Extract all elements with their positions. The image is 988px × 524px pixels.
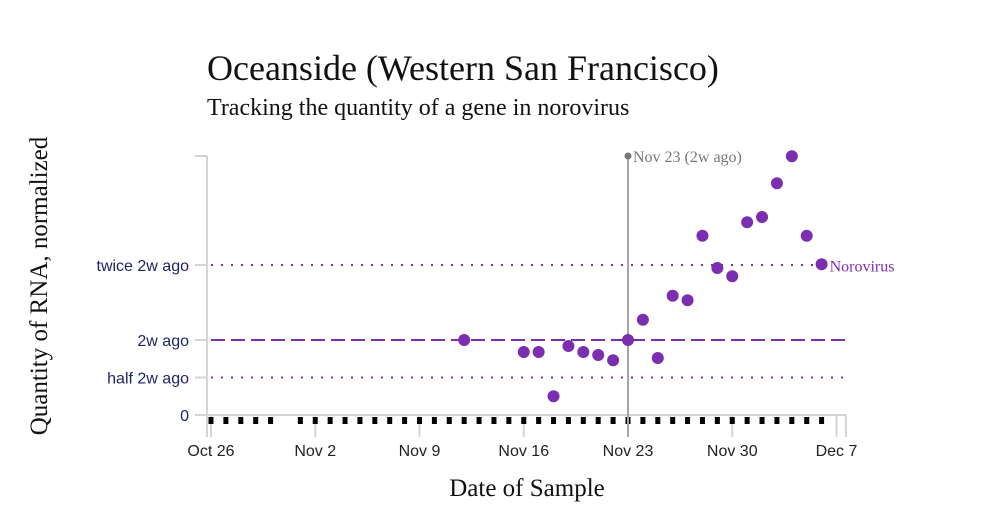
sample-marker xyxy=(506,417,512,424)
sample-marker xyxy=(774,417,780,424)
sample-marker xyxy=(357,417,363,424)
sample-marker xyxy=(536,417,542,424)
sample-marker xyxy=(208,417,214,424)
data-point xyxy=(785,150,798,163)
sample-marker xyxy=(670,417,676,424)
sample-marker xyxy=(759,417,765,424)
x-tick-label: Nov 30 xyxy=(707,443,758,460)
sample-marker xyxy=(655,417,661,424)
data-point xyxy=(666,289,679,302)
data-point xyxy=(711,262,724,274)
sample-marker xyxy=(744,417,750,424)
x-tick-label: Dec 7 xyxy=(816,443,858,460)
sample-marker xyxy=(580,417,586,424)
sample-marker xyxy=(819,417,825,424)
sample-marker xyxy=(729,417,735,424)
data-point xyxy=(756,211,769,223)
data-point xyxy=(607,354,620,367)
sample-marker xyxy=(714,417,720,424)
y-axis-title: Quantity of RNA, normalized xyxy=(26,136,53,435)
data-point xyxy=(770,177,783,190)
sample-marker xyxy=(223,417,229,424)
sample-marker xyxy=(312,417,318,424)
axes: 0 half 2w ago 2w ago twice 2w ago Oct 26 Nov … xyxy=(97,155,858,460)
chart-title: Oceanside (Western San Francisco) xyxy=(207,48,719,88)
sample-marker xyxy=(402,417,408,424)
data-point xyxy=(815,258,828,271)
data-point xyxy=(651,352,664,364)
data-point xyxy=(681,294,694,307)
x-tick-label: Nov 9 xyxy=(399,443,441,460)
sample-marker xyxy=(327,417,333,424)
x-tick-label: Nov 23 xyxy=(603,443,654,460)
y-tick-label: 0 xyxy=(180,408,189,425)
y-tick-label: twice 2w ago xyxy=(97,258,190,275)
data-point xyxy=(622,334,634,346)
sample-marker xyxy=(565,417,571,424)
sample-marker xyxy=(268,417,274,424)
data-point xyxy=(726,270,739,283)
x-tick-label: Nov 2 xyxy=(294,443,336,460)
data-point xyxy=(636,313,649,326)
sample-marker xyxy=(446,417,452,424)
data-point xyxy=(696,229,709,242)
data-point xyxy=(547,390,560,403)
annotation-dot xyxy=(624,152,632,160)
sample-marker xyxy=(342,417,348,424)
series-label: Norovirus xyxy=(830,258,895,275)
sample-marker xyxy=(699,417,705,424)
sample-marker xyxy=(551,417,557,424)
sample-marker xyxy=(431,417,437,424)
data-point xyxy=(577,346,590,358)
chart-subtitle: Tracking the quantity of a gene in norov… xyxy=(207,95,629,121)
sample-marker xyxy=(789,417,795,424)
sample-marker xyxy=(461,417,467,424)
reference-lines xyxy=(211,264,846,379)
y-tick-label: half 2w ago xyxy=(107,371,189,388)
data-point xyxy=(458,334,471,346)
x-axis-title: Date of Sample xyxy=(449,475,605,502)
annotation-label: Nov 23 (2w ago) xyxy=(633,149,742,166)
sample-marker xyxy=(476,417,482,424)
sample-marker xyxy=(640,417,646,424)
data-point xyxy=(517,346,530,358)
sample-marker xyxy=(610,417,616,424)
data-point xyxy=(800,229,813,242)
sample-marker xyxy=(253,417,259,424)
data-point xyxy=(562,340,575,352)
sample-marker xyxy=(595,417,601,424)
annotation: Nov 23 (2w ago) xyxy=(624,149,742,437)
x-tick-label: Nov 16 xyxy=(498,443,549,460)
sample-marker xyxy=(238,417,244,424)
sample-markers xyxy=(208,417,825,424)
sample-marker xyxy=(491,417,497,424)
sample-marker xyxy=(417,417,422,424)
data-points: Norovirus xyxy=(458,150,895,403)
data-point xyxy=(532,346,545,358)
sample-marker xyxy=(372,417,378,424)
data-point xyxy=(592,349,605,361)
sample-marker xyxy=(685,417,691,424)
y-tick-label: 2w ago xyxy=(137,333,189,350)
x-tick-label: Oct 26 xyxy=(187,443,234,460)
sample-marker xyxy=(521,417,527,424)
sample-marker xyxy=(387,417,393,424)
sample-marker xyxy=(297,417,303,424)
data-point xyxy=(741,216,754,229)
sample-marker xyxy=(804,417,810,424)
